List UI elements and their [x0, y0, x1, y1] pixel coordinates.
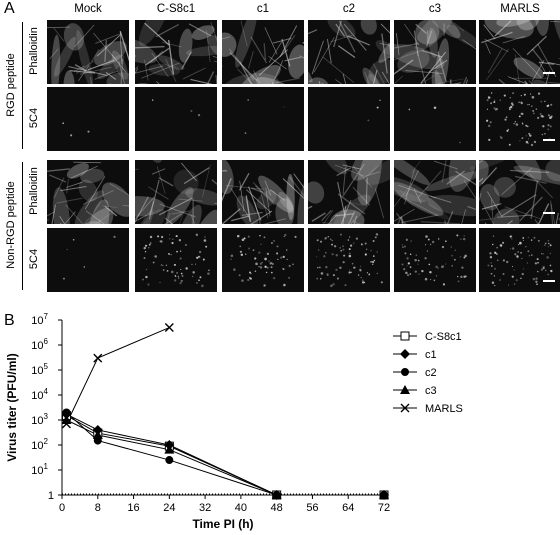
scale-bar: [543, 280, 555, 282]
micrograph: [394, 87, 476, 151]
x-tick-label: 72: [378, 502, 390, 514]
scale-bar: [543, 72, 555, 74]
x-tick-label: 56: [306, 502, 318, 514]
group-bracket: [22, 22, 23, 149]
group-bracket: [22, 162, 23, 290]
micrograph: [135, 228, 217, 292]
micrograph: [479, 228, 560, 292]
series-line: [66, 419, 384, 496]
row-label: 5C4: [28, 107, 40, 129]
series-line: [66, 413, 384, 496]
micrograph: [47, 20, 129, 84]
legend-marker: [401, 368, 409, 376]
micrograph: [308, 160, 390, 224]
legend-marker: [400, 385, 410, 394]
data-point: [164, 323, 174, 333]
legend-marker: [400, 331, 410, 341]
micrograph: [394, 160, 476, 224]
x-tick-label: 16: [127, 502, 139, 514]
legend-label: C-S8c1: [425, 331, 462, 343]
y-tick-label: 107: [31, 312, 48, 327]
row-label: Phalloidin: [28, 167, 40, 215]
legend-label: MARLS: [425, 403, 463, 415]
micrograph: [222, 228, 304, 292]
micrograph: [47, 228, 129, 292]
y-tick-label: 104: [31, 387, 48, 402]
series-line: [66, 412, 384, 496]
data-point: [92, 424, 103, 435]
micrograph: [222, 87, 304, 151]
column-header: C-S8c1: [156, 3, 196, 15]
column-header: c3: [428, 3, 442, 15]
legend-label: c1: [425, 349, 437, 361]
data-point: [271, 490, 282, 499]
micrograph: [135, 160, 217, 224]
legend-label: c2: [425, 367, 437, 379]
column-header: c2: [342, 3, 356, 15]
column-header: MARLS: [500, 3, 540, 15]
micrograph: [308, 20, 390, 84]
group-label: Non-RGD peptide: [5, 181, 17, 269]
x-tick-label: 24: [163, 502, 175, 514]
micrograph: [308, 87, 390, 151]
scale-bar: [543, 139, 555, 141]
data-point: [164, 444, 175, 454]
x-tick-label: 40: [235, 502, 247, 514]
column-header: Mock: [74, 3, 102, 15]
group-label: RGD peptide: [5, 52, 17, 117]
y-tick-label: 1: [48, 490, 54, 502]
micrograph: [479, 160, 560, 224]
series-line: [66, 415, 384, 496]
panel-a-letter: A: [4, 0, 15, 17]
y-tick-label: 106: [31, 337, 48, 352]
micrograph: [135, 87, 217, 151]
micrograph: [222, 20, 304, 84]
micrograph: [479, 87, 560, 151]
y-tick-label: 105: [31, 362, 48, 377]
x-axis-label: Time PI (h): [192, 517, 253, 531]
micrograph: [135, 20, 217, 84]
legend-marker: [400, 349, 410, 359]
micrograph: [479, 20, 560, 84]
micrograph: [222, 160, 304, 224]
x-tick-label: 48: [271, 502, 283, 514]
micrograph: [394, 228, 476, 292]
row-label: Phalloidin: [28, 27, 40, 75]
row-label: 5C4: [28, 248, 40, 270]
micrograph: [47, 160, 129, 224]
y-axis-label: Virus titer (PFU/ml): [5, 353, 19, 461]
x-tick-label: 0: [59, 502, 65, 514]
legend-marker: [400, 403, 410, 413]
titer-chart: 0 8 16 24 32 40 48 56 64 72 1 101 102 103 104 105 106 107…: [5, 312, 463, 531]
micrograph: [308, 228, 390, 292]
panel-b-letter: B: [4, 312, 15, 329]
x-tick-label: 32: [199, 502, 211, 514]
x-tick-label: 64: [342, 502, 354, 514]
series-line: [66, 327, 170, 425]
data-point: [165, 456, 174, 465]
data-point: [61, 419, 71, 429]
data-point: [92, 430, 103, 440]
data-point: [62, 408, 71, 417]
y-tick-label: 101: [31, 462, 48, 477]
y-tick-label: 103: [31, 412, 48, 427]
data-point: [93, 353, 103, 363]
y-tick-label: 102: [31, 437, 48, 452]
column-header: c1: [256, 3, 270, 15]
legend-label: c3: [425, 385, 437, 397]
micrograph: [394, 20, 476, 84]
scale-bar: [543, 212, 555, 214]
x-tick-label: 8: [95, 502, 101, 514]
micrograph: [47, 87, 129, 151]
